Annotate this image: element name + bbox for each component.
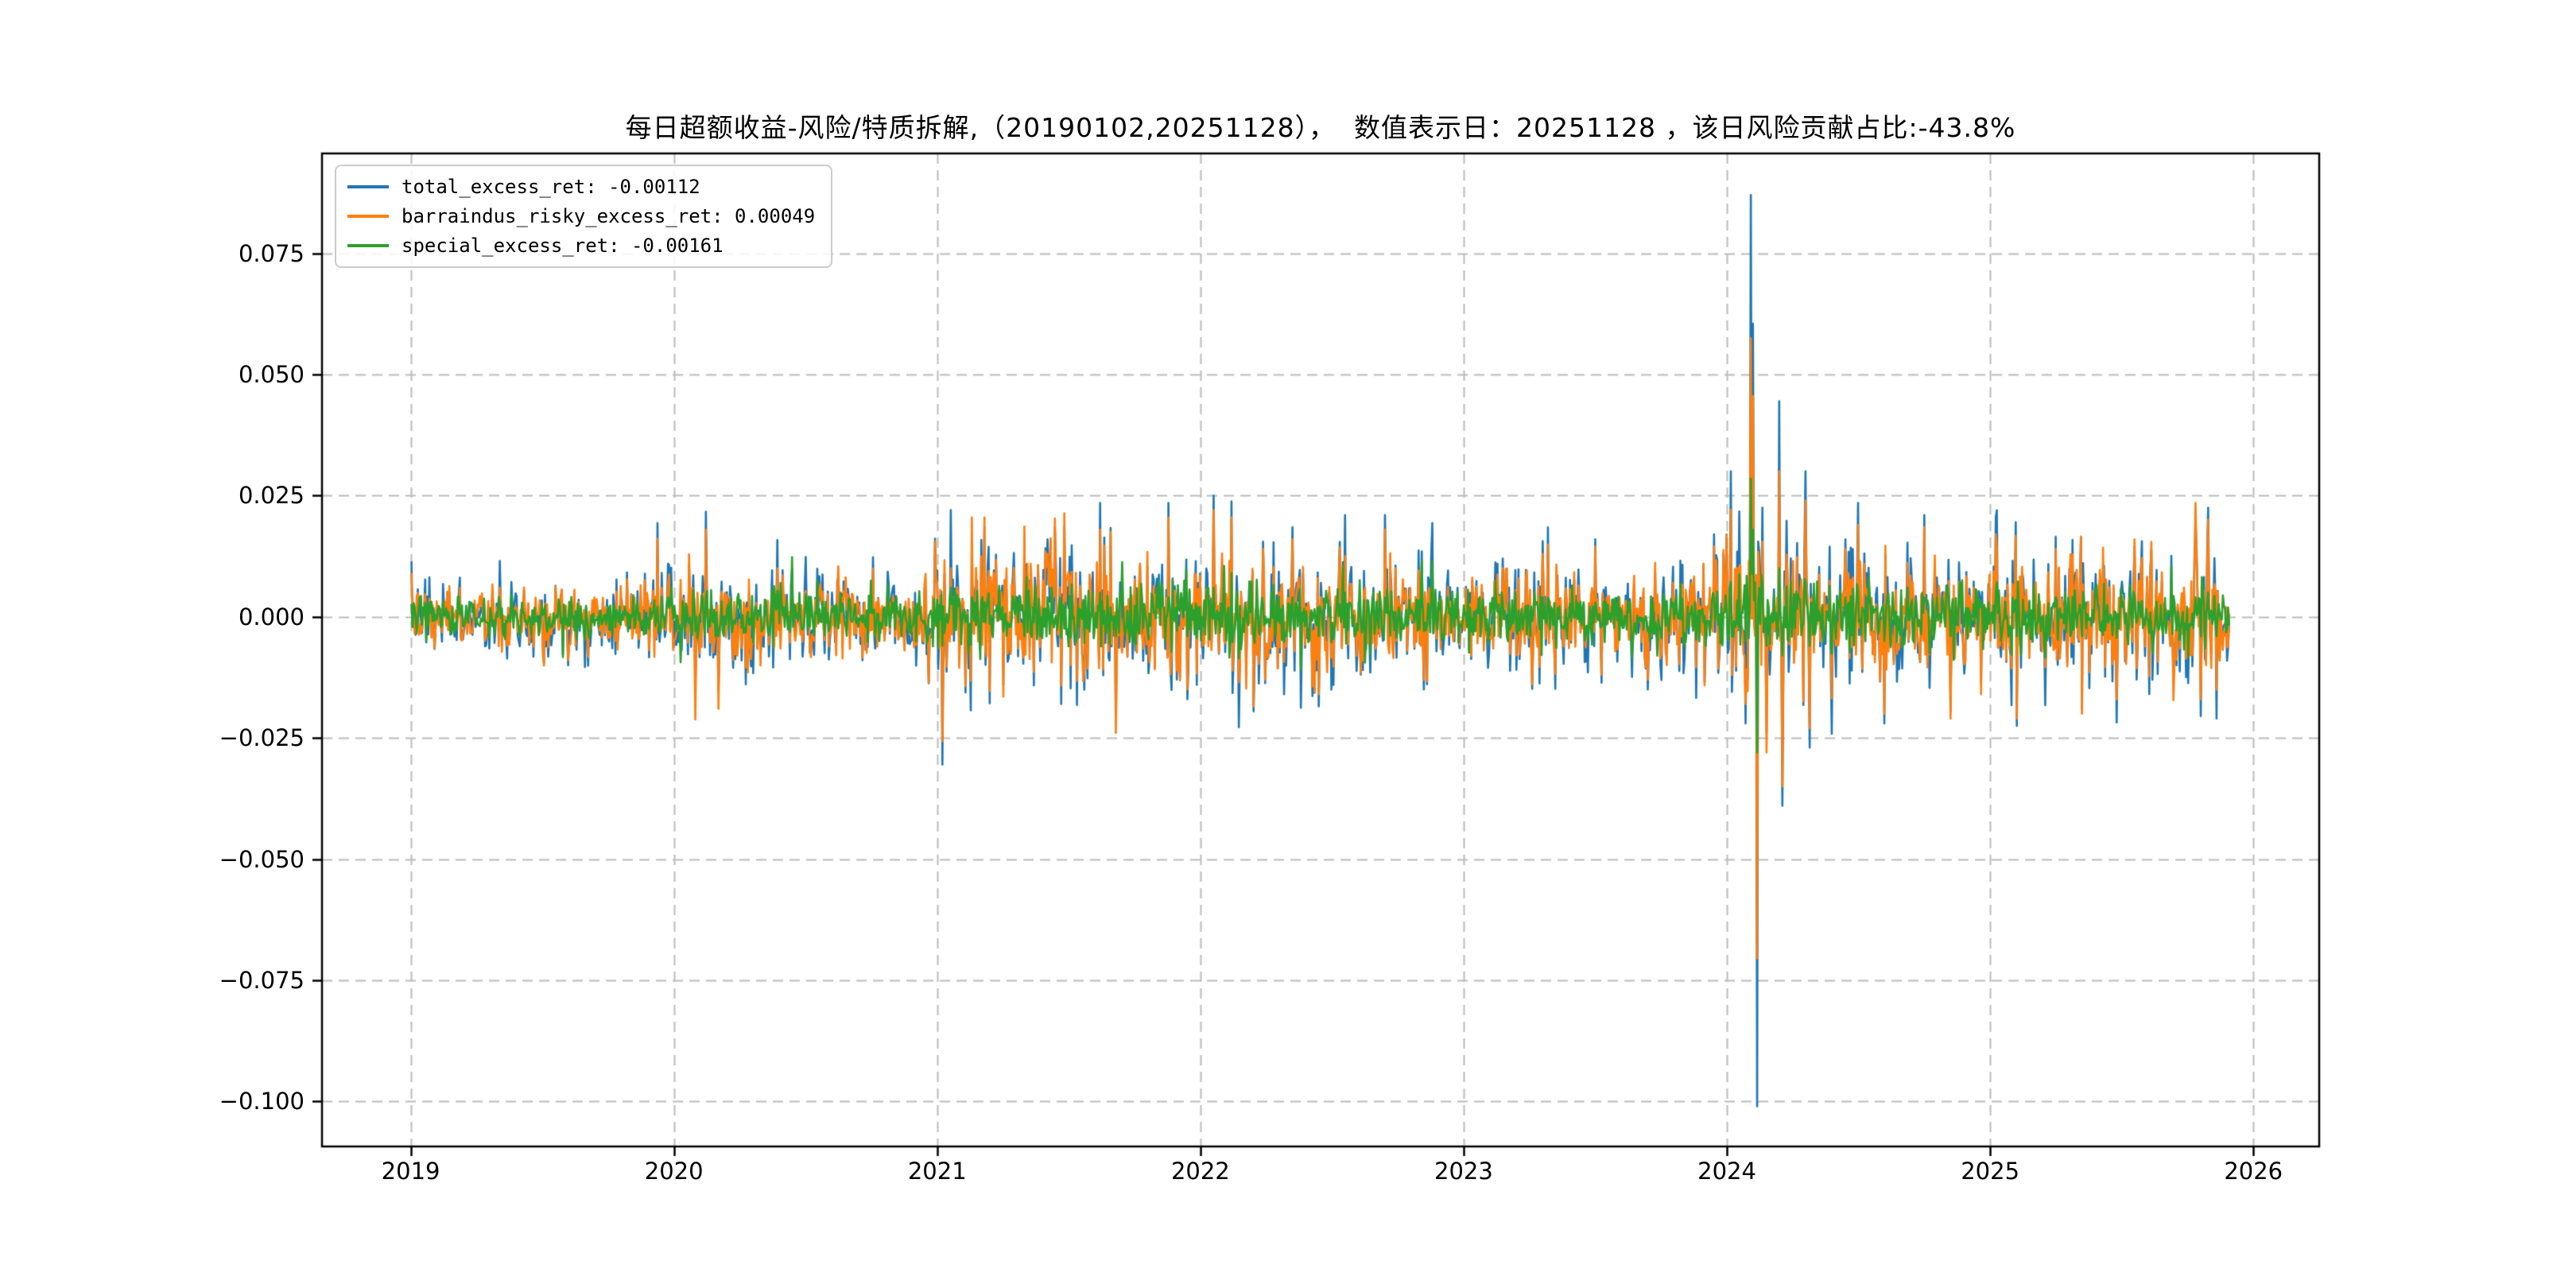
x-tick-label: 2026 xyxy=(2224,1158,2283,1185)
x-tick-label: 2023 xyxy=(1434,1158,1493,1185)
legend-item-barraindus-risky-excess-ret: barraindus_risky_excess_ret: 0.00049 xyxy=(347,204,815,229)
y-tick-label: −0.025 xyxy=(219,724,305,752)
y-tick-label: −0.075 xyxy=(219,966,305,994)
legend-line-swatch-orange xyxy=(347,215,389,218)
y-tick-label: −0.100 xyxy=(219,1088,305,1115)
y-tick-label: 0.050 xyxy=(238,360,305,388)
x-tick-label: 2025 xyxy=(1961,1158,2020,1185)
legend-line-swatch-green xyxy=(347,244,389,247)
legend-label: barraindus_risky_excess_ret: 0.00049 xyxy=(402,205,816,227)
legend-label: total_excess_ret: -0.00112 xyxy=(402,176,700,198)
chart-title: 每日超额收益-风险/特质拆解,（20190102,20251128）， 数值表示… xyxy=(625,112,2016,143)
x-tick-label: 2021 xyxy=(907,1158,967,1185)
y-tick-label: 0.075 xyxy=(238,239,305,267)
legend: total_excess_ret: -0.00112 barraindus_ri… xyxy=(335,165,833,268)
y-tick-label: 0.000 xyxy=(238,603,305,630)
x-tick-label: 2020 xyxy=(644,1158,704,1185)
legend-line-swatch-blue xyxy=(347,185,389,188)
x-tick-label: 2024 xyxy=(1697,1158,1756,1185)
legend-item-special-excess-ret: special_excess_ret: -0.00161 xyxy=(347,233,815,258)
y-tick-label: 0.025 xyxy=(238,482,305,510)
legend-label: special_excess_ret: -0.00161 xyxy=(402,235,724,257)
legend-item-total-excess-ret: total_excess_ret: -0.00112 xyxy=(347,174,815,200)
x-tick-label: 2022 xyxy=(1170,1158,1230,1185)
y-tick-label: −0.050 xyxy=(219,845,305,873)
x-tick-label: 2019 xyxy=(381,1158,440,1185)
